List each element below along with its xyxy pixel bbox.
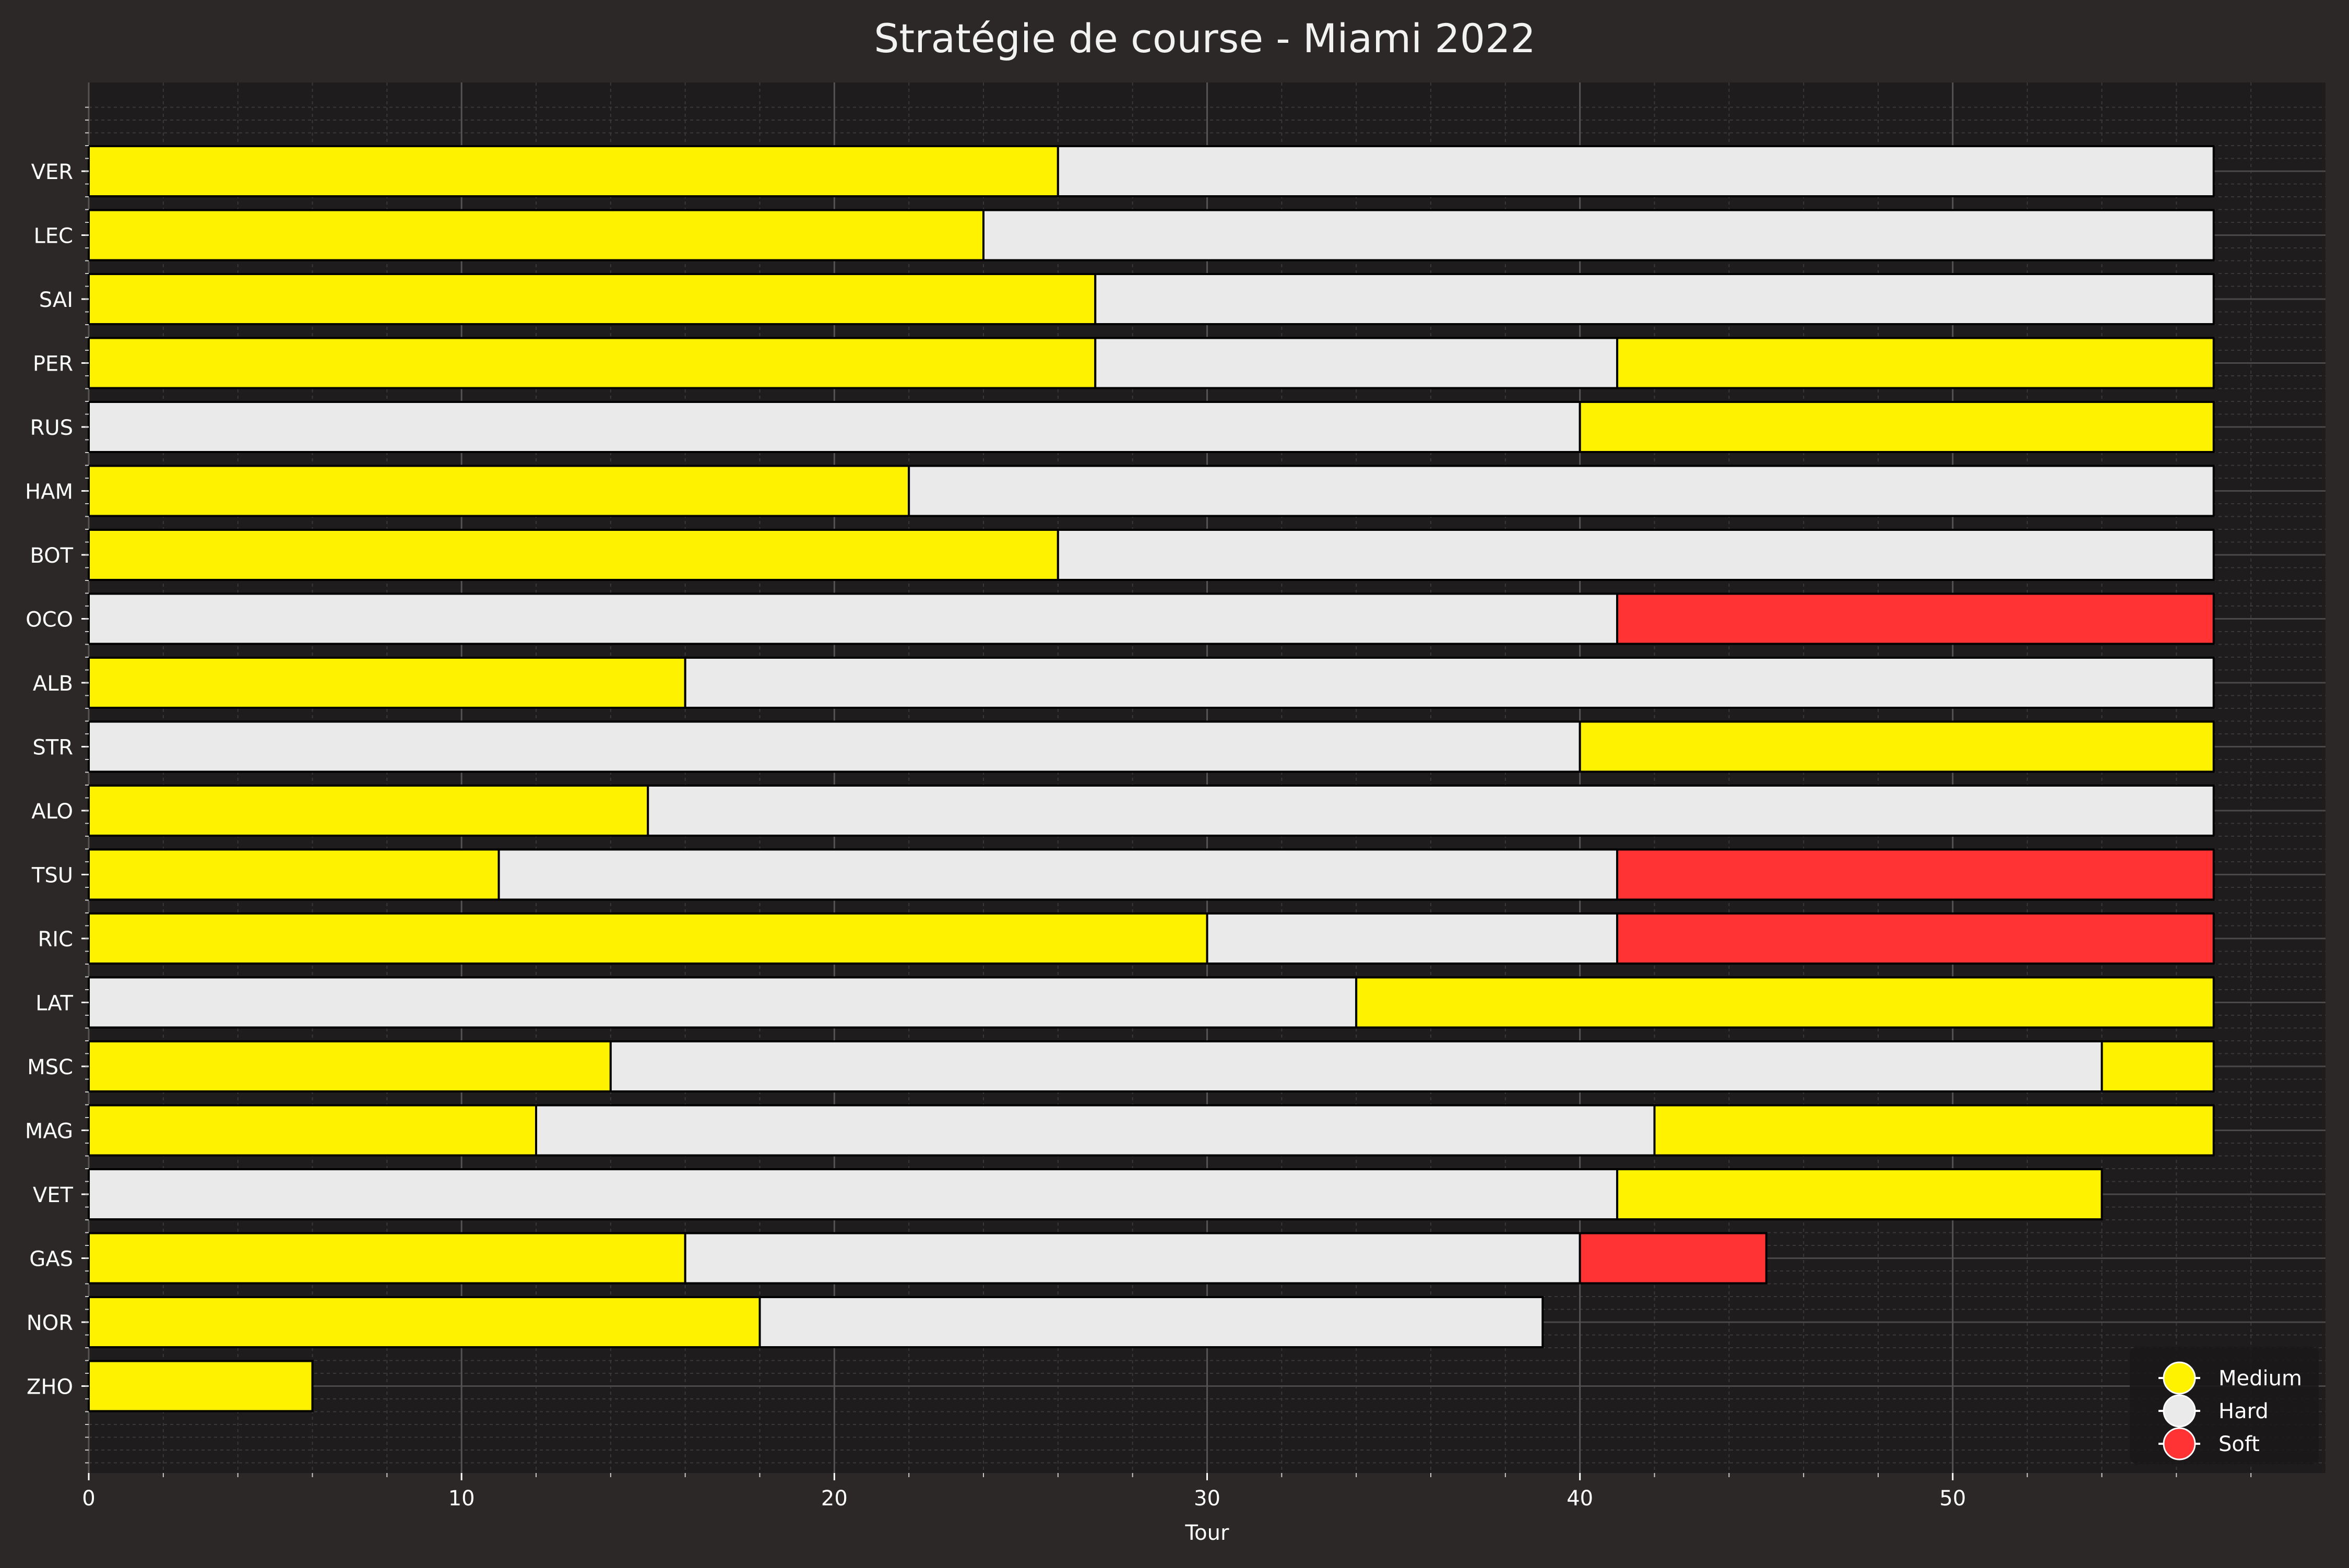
stint-bar-alb [88,657,686,709]
y-tick-label: VER [31,160,73,184]
y-tick-label: RUS [30,416,73,440]
stint-bar-ham [88,465,910,517]
stint-bar-lat [1355,976,2215,1029]
stint-bar-msc [2101,1040,2215,1092]
y-tick-label: RIC [38,928,73,952]
stint-bar-ric [88,912,1208,965]
legend-label-soft: Soft [2218,1432,2260,1456]
y-tick-label: HAM [25,480,73,504]
stint-bar-ric [1206,912,1619,965]
stint-bar-gas [88,1232,686,1285]
x-tick-label: 40 [1567,1487,1593,1511]
y-tick-label: BOT [30,544,73,568]
y-tick-label: LEC [34,224,74,248]
stint-bar-ver [1057,145,2215,197]
stint-bar-per [88,337,1097,389]
y-tick-label: ALO [31,800,73,824]
stint-bar-oco [88,592,1619,645]
x-tick-label: 30 [1194,1487,1220,1511]
y-tick-label: OCO [26,608,73,632]
stint-bar-nor [88,1296,761,1348]
y-tick-label: GAS [29,1248,73,1272]
legend-label-hard: Hard [2218,1399,2269,1423]
stint-bar-sai [1094,273,2215,325]
stint-bar-vet [1616,1168,2103,1220]
stint-bar-vet [88,1168,1619,1220]
stint-bar-lat [88,976,1358,1029]
stint-bar-sai [88,273,1097,325]
stint-bar-per [1616,337,2215,389]
y-tick-label: PER [33,352,73,376]
stint-bar-rus [88,401,1581,453]
stint-bar-alb [684,657,2215,709]
stint-bar-str [88,720,1581,773]
y-tick-label: ZHO [27,1375,73,1399]
stint-bar-msc [88,1040,612,1092]
stint-bar-msc [609,1040,2103,1092]
stint-bar-bot [1057,529,2215,581]
stint-bar-nor [758,1296,1544,1348]
y-tick-label: STR [32,736,73,760]
stint-bar-gas [684,1232,1581,1285]
stint-bar-mag [535,1104,1656,1157]
y-tick-label: NOR [27,1311,73,1335]
legend-label-medium: Medium [2218,1367,2302,1391]
stint-bar-tsu [497,848,1619,901]
x-tick-label: 0 [82,1487,95,1511]
stint-bar-alo [647,785,2215,837]
x-axis-label: Tour [1185,1521,1229,1545]
stint-bar-gas [1579,1232,1767,1285]
y-tick-label: TSU [31,864,73,888]
stint-bar-mag [88,1104,537,1157]
stint-bar-lec [88,209,984,262]
legend-marker-soft [2163,1427,2196,1460]
stint-bar-bot [88,529,1059,581]
legend-marker-medium [2163,1361,2196,1395]
stint-bar-mag [1653,1104,2215,1157]
stint-bar-rus [1579,401,2215,453]
stint-bar-str [1579,720,2215,773]
stint-bar-ric [1616,912,2215,965]
y-tick-label: SAI [39,288,73,312]
stint-bar-oco [1616,592,2215,645]
legend-marker-hard [2163,1394,2196,1428]
y-tick-label: LAT [35,992,73,1016]
stint-bar-tsu [88,848,500,901]
y-tick-label: ALB [33,672,73,696]
stint-bar-ver [88,145,1059,197]
x-tick-label: 50 [1939,1487,1966,1511]
x-tick-label: 10 [448,1487,475,1511]
stint-bar-lec [982,209,2215,262]
stint-bar-zho [88,1360,314,1412]
stint-bar-alo [88,785,649,837]
stint-bar-ham [908,465,2215,517]
y-tick-label: VET [33,1183,74,1207]
stint-bar-per [1094,337,1619,389]
y-tick-label: MSC [27,1055,73,1079]
y-tick-label: MAG [25,1120,73,1144]
chart-title: Stratégie de course - Miami 2022 [874,15,1536,62]
x-tick-label: 20 [821,1487,848,1511]
stint-bar-tsu [1616,848,2215,901]
